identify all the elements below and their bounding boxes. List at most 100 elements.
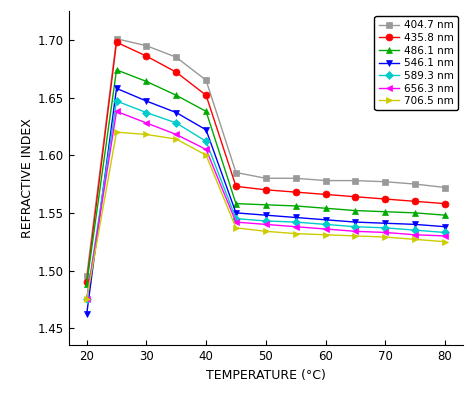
589.3 nm <box>442 230 448 235</box>
435.8 nm <box>233 184 239 189</box>
435.8 nm <box>144 54 149 59</box>
486.1 nm <box>84 282 90 287</box>
435.8 nm <box>383 196 388 201</box>
Line: 486.1 nm: 486.1 nm <box>83 67 448 288</box>
546.1 nm <box>203 128 209 132</box>
589.3 nm <box>323 222 328 227</box>
656.3 nm <box>412 232 418 237</box>
435.8 nm <box>173 70 179 75</box>
486.1 nm <box>144 79 149 84</box>
404.7 nm <box>203 78 209 83</box>
706.5 nm <box>383 235 388 239</box>
656.3 nm <box>263 222 269 227</box>
589.3 nm <box>353 224 358 229</box>
404.7 nm <box>412 182 418 186</box>
Line: 656.3 nm: 656.3 nm <box>83 108 448 303</box>
546.1 nm <box>353 220 358 225</box>
404.7 nm <box>263 176 269 181</box>
Y-axis label: REFRACTIVE INDEX: REFRACTIVE INDEX <box>20 118 34 238</box>
486.1 nm <box>383 209 388 214</box>
656.3 nm <box>84 297 90 302</box>
706.5 nm <box>233 225 239 230</box>
546.1 nm <box>293 215 299 220</box>
706.5 nm <box>173 137 179 142</box>
435.8 nm <box>353 194 358 199</box>
546.1 nm <box>114 86 119 91</box>
404.7 nm <box>173 55 179 60</box>
546.1 nm <box>233 211 239 215</box>
486.1 nm <box>114 67 119 72</box>
706.5 nm <box>114 130 119 135</box>
656.3 nm <box>323 227 328 231</box>
435.8 nm <box>84 279 90 284</box>
589.3 nm <box>412 228 418 233</box>
435.8 nm <box>293 190 299 194</box>
Line: 546.1 nm: 546.1 nm <box>83 85 448 318</box>
486.1 nm <box>412 211 418 215</box>
706.5 nm <box>353 233 358 238</box>
486.1 nm <box>442 213 448 218</box>
404.7 nm <box>442 185 448 190</box>
589.3 nm <box>203 139 209 144</box>
486.1 nm <box>173 93 179 98</box>
Line: 706.5 nm: 706.5 nm <box>83 129 448 303</box>
546.1 nm <box>323 217 328 222</box>
Line: 435.8 nm: 435.8 nm <box>83 39 448 286</box>
656.3 nm <box>203 147 209 152</box>
546.1 nm <box>383 221 388 226</box>
589.3 nm <box>263 219 269 223</box>
589.3 nm <box>173 121 179 126</box>
589.3 nm <box>144 110 149 115</box>
656.3 nm <box>383 230 388 235</box>
Legend: 404.7 nm, 435.8 nm, 486.1 nm, 546.1 nm, 589.3 nm, 656.3 nm, 706.5 nm: 404.7 nm, 435.8 nm, 486.1 nm, 546.1 nm, … <box>374 16 458 110</box>
656.3 nm <box>173 132 179 137</box>
546.1 nm <box>412 222 418 227</box>
656.3 nm <box>144 121 149 126</box>
Line: 404.7 nm: 404.7 nm <box>83 35 448 280</box>
706.5 nm <box>203 153 209 158</box>
656.3 nm <box>233 220 239 225</box>
435.8 nm <box>114 40 119 45</box>
435.8 nm <box>323 192 328 197</box>
706.5 nm <box>144 132 149 137</box>
404.7 nm <box>323 178 328 183</box>
404.7 nm <box>144 43 149 48</box>
435.8 nm <box>203 93 209 98</box>
404.7 nm <box>233 170 239 175</box>
706.5 nm <box>293 231 299 236</box>
589.3 nm <box>114 99 119 103</box>
404.7 nm <box>383 179 388 184</box>
486.1 nm <box>353 208 358 213</box>
706.5 nm <box>263 229 269 234</box>
Line: 589.3 nm: 589.3 nm <box>84 98 448 302</box>
546.1 nm <box>442 224 448 229</box>
486.1 nm <box>203 109 209 114</box>
404.7 nm <box>353 178 358 183</box>
706.5 nm <box>323 232 328 237</box>
435.8 nm <box>412 199 418 204</box>
706.5 nm <box>442 239 448 244</box>
706.5 nm <box>412 237 418 242</box>
706.5 nm <box>84 297 90 302</box>
435.8 nm <box>442 201 448 206</box>
404.7 nm <box>293 176 299 181</box>
486.1 nm <box>293 204 299 209</box>
546.1 nm <box>84 312 90 317</box>
589.3 nm <box>293 220 299 225</box>
404.7 nm <box>84 274 90 279</box>
589.3 nm <box>233 216 239 221</box>
486.1 nm <box>263 203 269 207</box>
656.3 nm <box>293 224 299 229</box>
546.1 nm <box>173 110 179 115</box>
546.1 nm <box>263 213 269 218</box>
X-axis label: TEMPERATURE (°C): TEMPERATURE (°C) <box>206 369 326 382</box>
656.3 nm <box>442 233 448 238</box>
486.1 nm <box>233 201 239 206</box>
589.3 nm <box>84 297 90 302</box>
546.1 nm <box>144 99 149 103</box>
435.8 nm <box>263 187 269 192</box>
656.3 nm <box>353 229 358 234</box>
486.1 nm <box>323 206 328 211</box>
404.7 nm <box>114 36 119 41</box>
589.3 nm <box>383 225 388 230</box>
